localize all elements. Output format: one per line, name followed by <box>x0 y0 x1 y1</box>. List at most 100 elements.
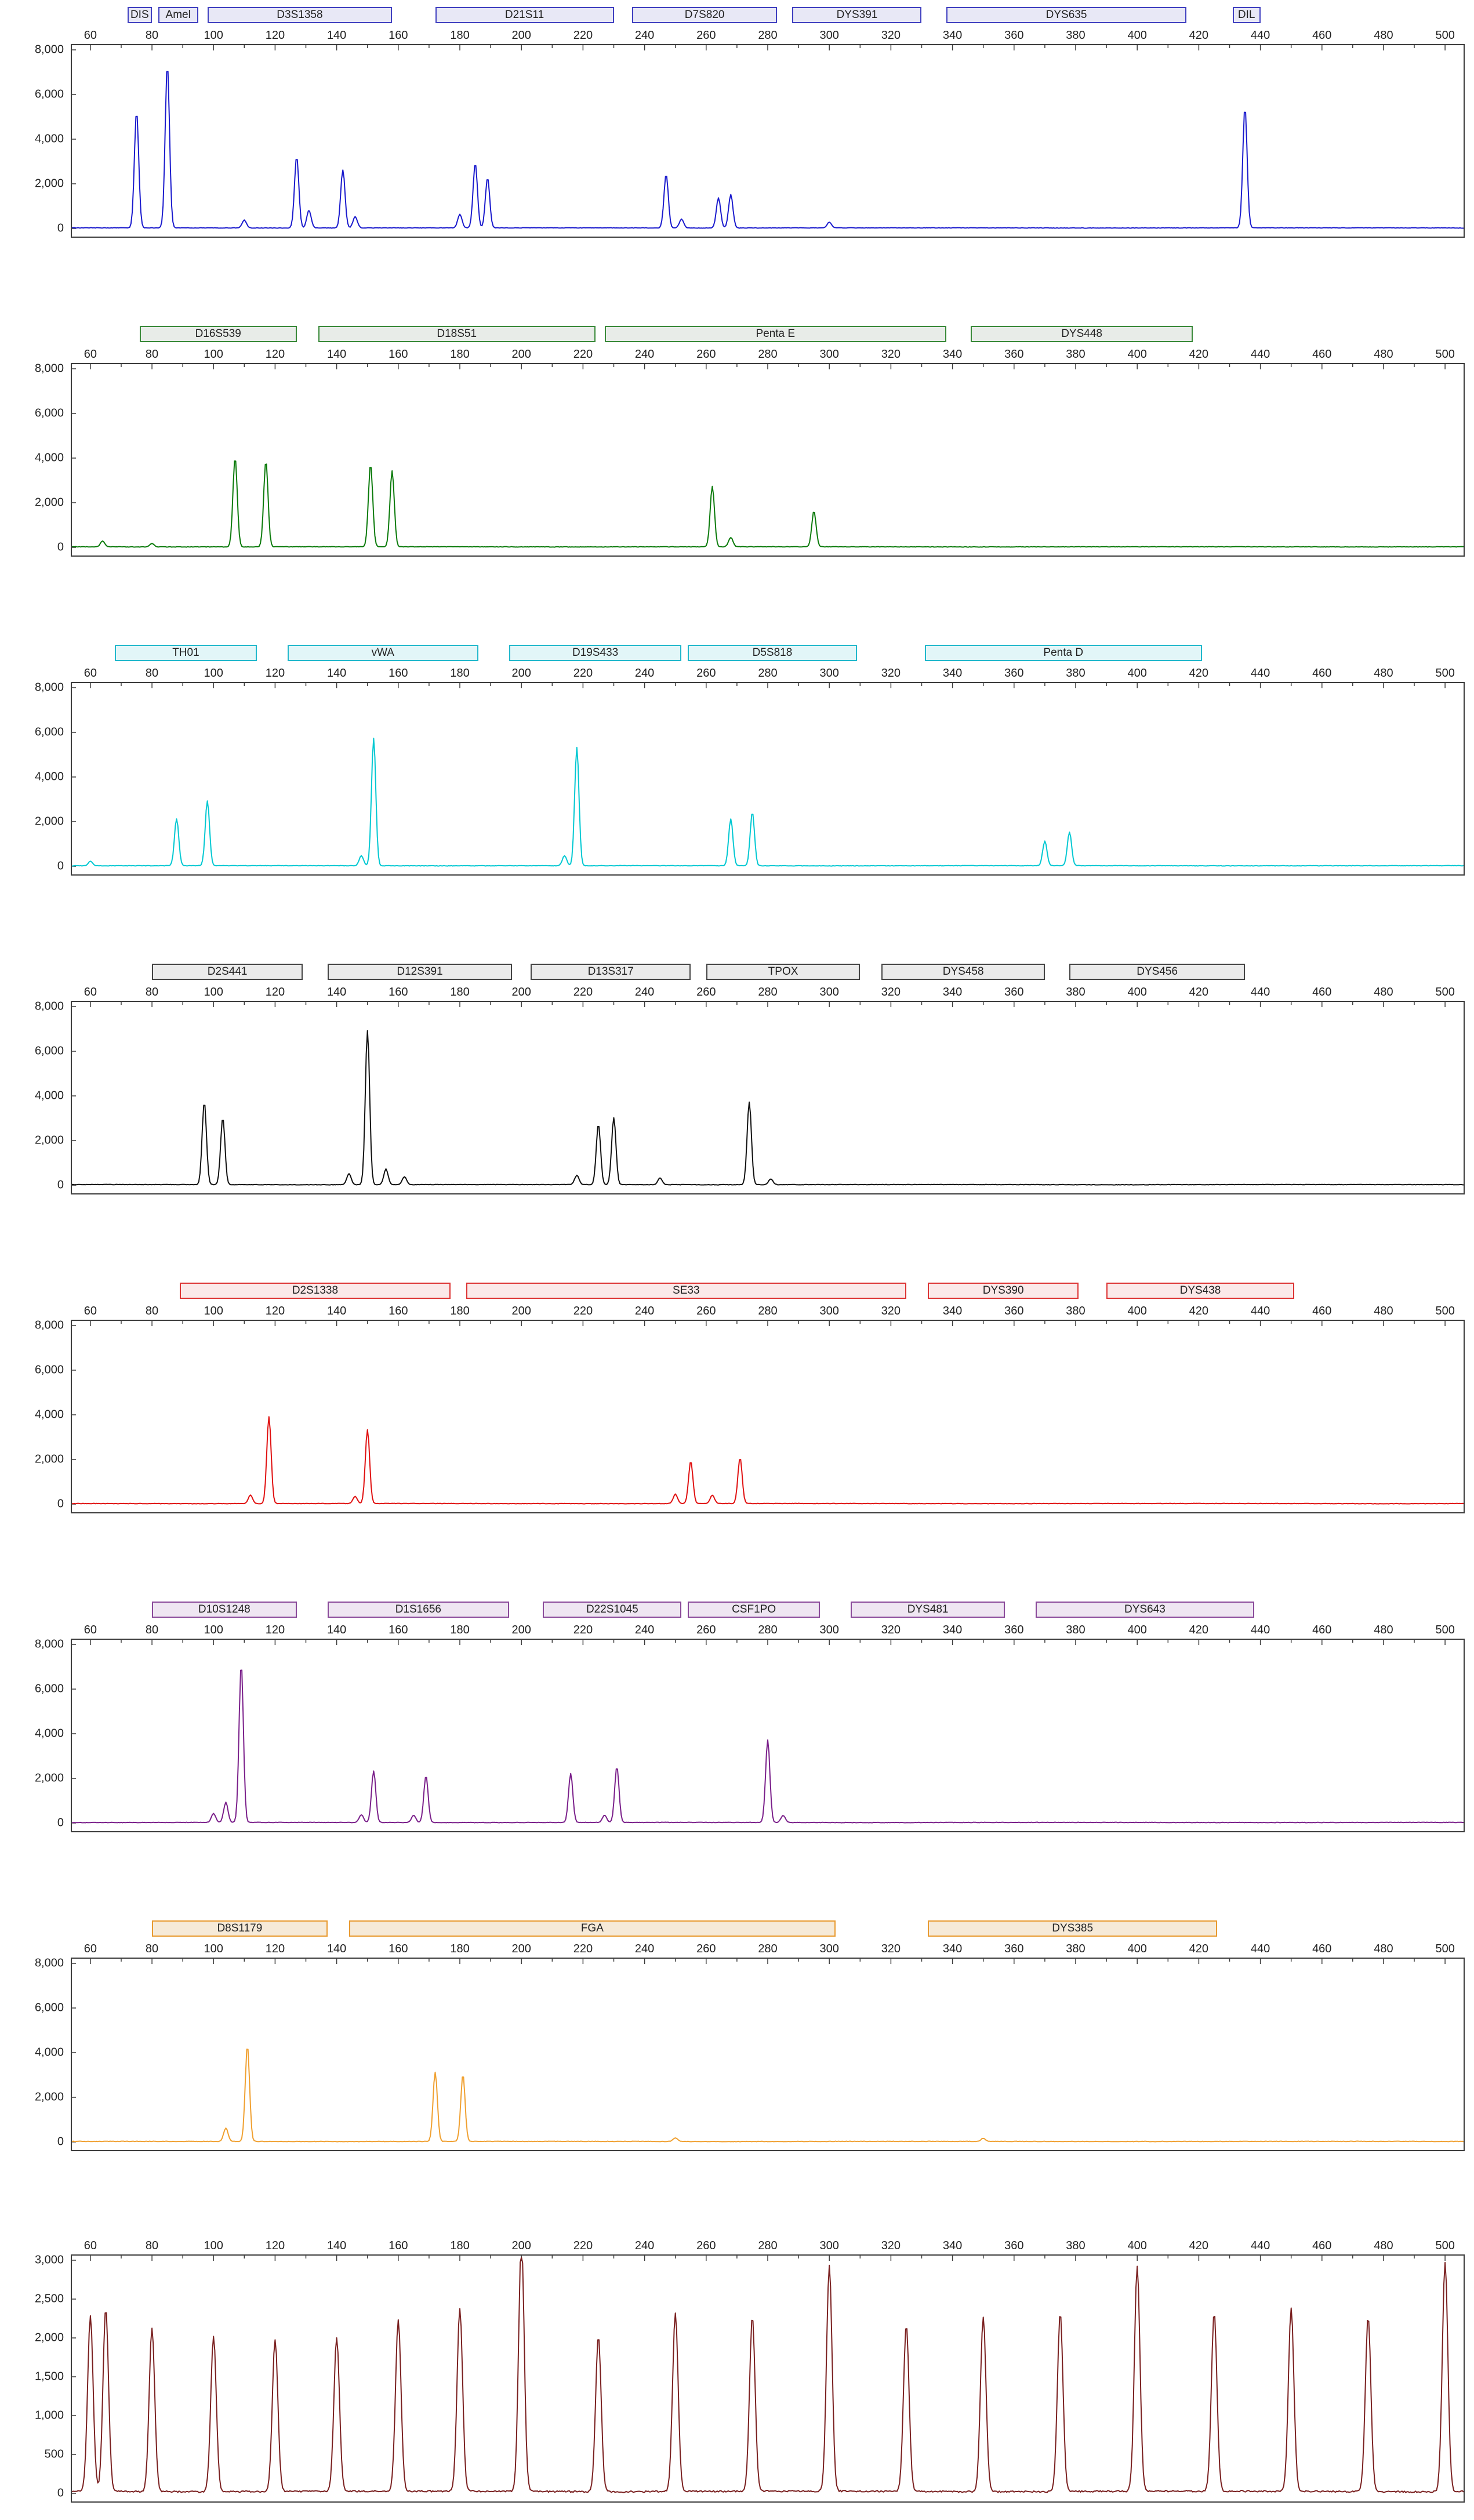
trace-plot[interactable] <box>71 682 1465 876</box>
trace-plot[interactable] <box>71 363 1465 557</box>
trace-canvas[interactable] <box>72 1321 1464 1512</box>
marker-box-DIL[interactable]: DIL <box>1232 7 1261 23</box>
trace-dye-red <box>72 1416 1464 1505</box>
x-tick-label: 120 <box>265 1624 285 1636</box>
x-tick-label: 340 <box>942 1942 963 1955</box>
marker-box-DYS456[interactable]: DYS456 <box>1069 964 1245 980</box>
marker-box-DIS[interactable]: DIS <box>127 7 153 23</box>
marker-box-D1S1656[interactable]: D1S1656 <box>327 1602 509 1618</box>
trace-canvas[interactable] <box>72 1002 1464 1193</box>
trace-dye-blue <box>72 71 1464 229</box>
trace-canvas[interactable] <box>72 683 1464 874</box>
marker-box-vWA[interactable]: vWA <box>287 645 478 661</box>
x-tick-label: 100 <box>204 1942 223 1955</box>
marker-box-DYS438[interactable]: DYS438 <box>1106 1283 1294 1299</box>
marker-box-Penta D[interactable]: Penta D <box>924 645 1202 661</box>
x-tick-label: 120 <box>265 1942 285 1955</box>
plot-row: 0 2,000 4,000 6,000 8,000 <box>0 681 1474 876</box>
x-axis-labels: 60 80 100 120 140 160 180 200 220 240 260 280 300 320… <box>0 985 1474 1001</box>
x-tick-label: 500 <box>1435 667 1455 680</box>
trace-plot[interactable] <box>71 1320 1465 1513</box>
x-tick-label: 120 <box>265 2239 285 2252</box>
x-tick-label: 160 <box>389 986 408 998</box>
x-tick-label: 380 <box>1066 1942 1085 1955</box>
marker-box-SE33[interactable]: SE33 <box>466 1283 906 1299</box>
marker-box-CSF1PO[interactable]: CSF1PO <box>687 1602 820 1618</box>
x-tick-label: 480 <box>1374 667 1393 680</box>
y-tick-label: 4,000 <box>34 770 64 783</box>
trace-plot[interactable] <box>71 44 1465 238</box>
x-tick-label: 240 <box>634 1624 655 1636</box>
marker-box-D5S818[interactable]: D5S818 <box>687 645 857 661</box>
marker-box-D21S11[interactable]: D21S11 <box>435 7 614 23</box>
marker-box-D2S1338[interactable]: D2S1338 <box>179 1283 451 1299</box>
marker-box-D12S391[interactable]: D12S391 <box>327 964 513 980</box>
marker-box-TPOX[interactable]: TPOX <box>706 964 861 980</box>
x-tick-label: 180 <box>450 348 470 361</box>
y-tick-label: 6,000 <box>34 1682 64 1695</box>
marker-box-D10S1248[interactable]: D10S1248 <box>152 1602 297 1618</box>
x-tick-label: 480 <box>1374 986 1393 998</box>
y-tick-label: 4,000 <box>34 451 64 464</box>
trace-plot[interactable] <box>71 1639 1465 1832</box>
y-tick-label: 4,000 <box>34 2046 64 2059</box>
x-tick-label: 180 <box>450 986 470 998</box>
marker-box-DYS390[interactable]: DYS390 <box>928 1283 1079 1299</box>
x-tick-label: 380 <box>1066 2239 1085 2252</box>
marker-box-D7S820[interactable]: D7S820 <box>632 7 777 23</box>
x-tick-label: 60 <box>83 29 97 42</box>
x-tick-label: 420 <box>1189 986 1209 998</box>
marker-box-DYS391[interactable]: DYS391 <box>792 7 922 23</box>
marker-box-Amel[interactable]: Amel <box>158 7 198 23</box>
tick-marks <box>72 1959 1446 2143</box>
marker-box-DYS643[interactable]: DYS643 <box>1035 1602 1254 1618</box>
marker-box-D22S1045[interactable]: D22S1045 <box>543 1602 682 1618</box>
marker-box-D16S539[interactable]: D16S539 <box>139 326 297 342</box>
marker-box-DYS385[interactable]: DYS385 <box>928 1920 1218 1937</box>
x-axis-labels: 60 80 100 120 140 160 180 200 220 240 260 280 300 320… <box>0 666 1474 682</box>
marker-box-TH01[interactable]: TH01 <box>115 645 257 661</box>
marker-box-D19S433[interactable]: D19S433 <box>509 645 682 661</box>
x-tick-label: 400 <box>1127 29 1147 42</box>
x-tick-label: 500 <box>1435 348 1455 361</box>
marker-box-D3S1358[interactable]: D3S1358 <box>207 7 393 23</box>
tick-marks <box>72 1002 1446 1186</box>
tick-marks <box>72 45 1446 229</box>
x-tick-label: 460 <box>1312 1942 1332 1955</box>
trace-plot[interactable] <box>71 1001 1465 1194</box>
trace-canvas[interactable] <box>72 1640 1464 1831</box>
electropherogram-panel: DIS Amel D3S1358 D21S11 D7S820 DYS391 DYS635 DI… <box>0 6 1474 238</box>
x-tick-label: 300 <box>819 348 839 361</box>
x-tick-label: 440 <box>1250 1624 1270 1636</box>
trace-plot[interactable] <box>71 2254 1465 2503</box>
marker-box-D2S441[interactable]: D2S441 <box>152 964 303 980</box>
x-tick-label: 360 <box>1004 1305 1024 1317</box>
x-tick-label: 320 <box>881 1942 901 1955</box>
marker-box-DYS481[interactable]: DYS481 <box>851 1602 1005 1618</box>
trace-canvas[interactable] <box>72 364 1464 555</box>
x-tick-label: 280 <box>758 348 778 361</box>
trace-canvas[interactable] <box>72 2256 1464 2501</box>
trace-canvas[interactable] <box>72 1959 1464 2150</box>
electropherogram-panel: D10S1248 D1S1656 D22S1045 CSF1PO DYS481 DYS64… <box>0 1600 1474 1832</box>
y-tick-label: 2,000 <box>34 1453 64 1466</box>
x-tick-label: 300 <box>819 1942 839 1955</box>
x-tick-label: 80 <box>145 667 159 680</box>
marker-box-D18S51[interactable]: D18S51 <box>318 326 596 342</box>
trace-plot[interactable] <box>71 1958 1465 2151</box>
marker-box-DYS448[interactable]: DYS448 <box>971 326 1193 342</box>
x-tick-label: 400 <box>1127 986 1147 998</box>
trace-canvas[interactable] <box>72 45 1464 237</box>
marker-box-D13S317[interactable]: D13S317 <box>531 964 691 980</box>
marker-box-Penta E[interactable]: Penta E <box>604 326 946 342</box>
marker-box-FGA[interactable]: FGA <box>348 1920 836 1937</box>
marker-box-DYS458[interactable]: DYS458 <box>881 964 1045 980</box>
marker-box-DYS635[interactable]: DYS635 <box>946 7 1187 23</box>
marker-box-D8S1179[interactable]: D8S1179 <box>152 1920 328 1937</box>
x-tick-label: 140 <box>326 667 347 680</box>
x-tick-label: 260 <box>696 348 716 361</box>
x-tick-label: 220 <box>573 29 593 42</box>
x-tick-label: 220 <box>573 1624 593 1636</box>
y-tick-label: 1,500 <box>34 2370 64 2383</box>
marker-row: D2S1338 SE33 DYS390 DYS438 <box>0 1281 1474 1301</box>
